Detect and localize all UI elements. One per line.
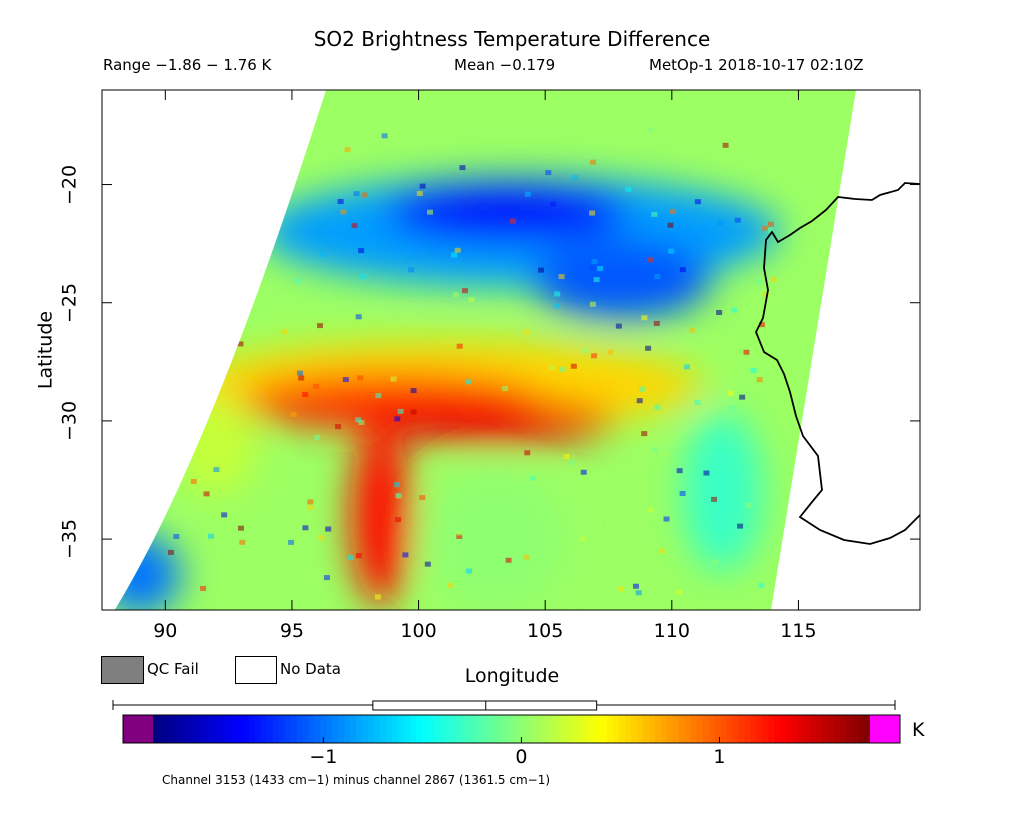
plot-frame (101, 89, 921, 611)
satellite-timestamp: MetOp-1 2018-10-17 02:10Z (649, 56, 864, 74)
colorbar-tick-label: 1 (713, 746, 726, 768)
x-tick-label: 105 (527, 620, 564, 642)
range-readout: Range −1.86 − 1.76 K (103, 56, 272, 74)
x-tick-label: 110 (653, 620, 690, 642)
x-tick-label: 90 (153, 620, 178, 642)
chart-title: SO2 Brightness Temperature Difference (313, 27, 711, 51)
y-tick-label: −35 (58, 519, 81, 560)
no-data-label: No Data (280, 660, 341, 678)
x-tick-label: 115 (780, 620, 817, 642)
swath-data-field (114, 90, 856, 610)
value-boxplot (112, 700, 896, 711)
y-tick-label: −20 (58, 164, 81, 205)
australia-coastline (755, 182, 920, 545)
qc-fail-label: QC Fail (147, 660, 199, 678)
x-axis-label: Longitude (464, 665, 560, 687)
channel-footnote: Channel 3153 (1433 cm−1) minus channel 2… (162, 773, 551, 787)
qc-fail-swatch (101, 656, 144, 684)
mean-readout: Mean −0.179 (454, 56, 556, 74)
colorbar (122, 714, 901, 744)
y-tick-label: −25 (58, 282, 81, 323)
y-tick-label: −30 (58, 400, 81, 441)
x-tick-label: 100 (400, 620, 437, 642)
y-axis-label: Latitude (34, 310, 57, 390)
colorbar-unit: K (912, 719, 925, 741)
no-data-swatch (235, 656, 277, 684)
colorbar-tick-label: −1 (309, 746, 338, 768)
x-tick-label: 95 (279, 620, 305, 642)
colorbar-tick-label: 0 (515, 746, 528, 768)
